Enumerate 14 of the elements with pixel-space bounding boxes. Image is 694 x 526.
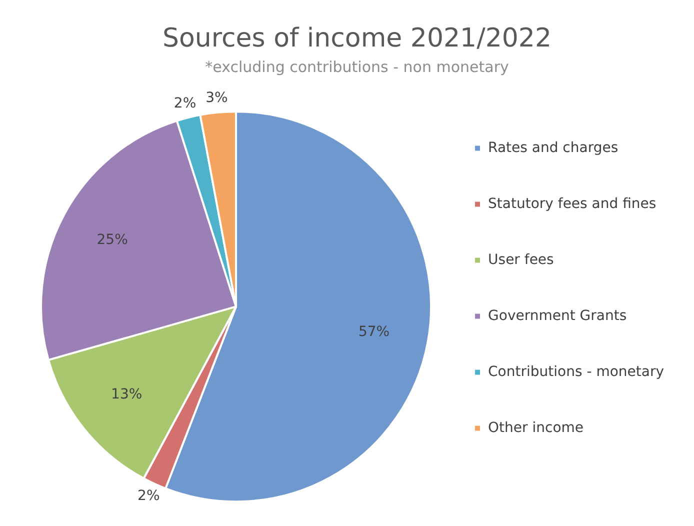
legend-label: Contributions - monetary: [488, 364, 664, 380]
legend-label: User fees: [488, 252, 554, 268]
legend-label: Statutory fees and fines: [488, 196, 656, 212]
data-label: 13%: [111, 386, 142, 402]
legend-label: Other income: [488, 420, 584, 436]
legend-label: Government Grants: [488, 308, 627, 324]
data-label: 2%: [138, 488, 160, 504]
legend-label: Rates and charges: [488, 140, 618, 156]
chart-title: Sources of income 2021/2022: [162, 23, 552, 54]
data-label: 3%: [206, 90, 228, 106]
chart-subtitle: *excluding contributions - non monetary: [205, 58, 509, 76]
data-label: 57%: [358, 324, 390, 340]
data-label: 2%: [174, 96, 196, 112]
data-label: 25%: [96, 232, 128, 248]
